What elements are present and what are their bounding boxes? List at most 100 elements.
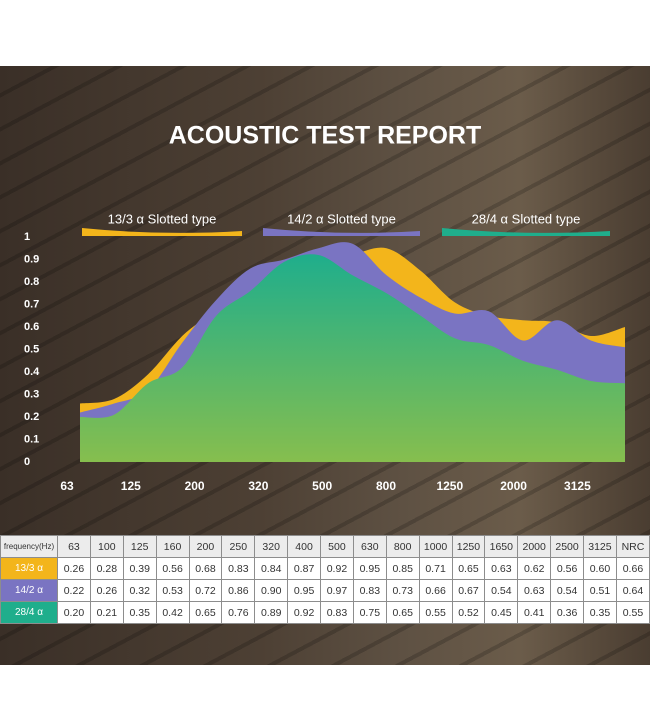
table-cell: 125: [122, 535, 157, 558]
table-cell: 0.22: [57, 579, 91, 602]
table-cell: 0.26: [57, 557, 91, 580]
table-cell: 0.66: [615, 557, 650, 580]
x-tick-label: 200: [185, 479, 205, 493]
table-cell: 1650: [484, 535, 519, 558]
table-cell: 0.89: [254, 601, 289, 624]
table-cell: 0.36: [550, 601, 584, 624]
x-tick-label: 63: [60, 479, 74, 493]
legend-label: 14/2 α Slotted type: [287, 211, 396, 226]
chart-title: ACOUSTIC TEST REPORT: [169, 122, 482, 150]
table-cell: 0.54: [484, 579, 519, 602]
table-cell: 63: [57, 535, 91, 558]
table-cell: 0.92: [320, 557, 354, 580]
y-tick-label: 0.7: [24, 298, 39, 310]
y-tick-label: 0.2: [24, 411, 39, 423]
legend-label: 28/4 α Slotted type: [472, 211, 581, 226]
table-cell: 500: [320, 535, 354, 558]
table-row: 28/4 α 0.20 0.21 0.35 0.42 0.65 0.76 0.89 0.92 0.…: [0, 601, 650, 624]
table-cell: 0.92: [287, 601, 321, 624]
table-cell: 0.35: [583, 601, 617, 624]
table-cell: 0.63: [517, 579, 552, 602]
table-cell: 160: [155, 535, 190, 558]
table-cell: 630: [352, 535, 387, 558]
table-cell: 28/4 α: [0, 601, 58, 624]
table-cell: 0.20: [57, 601, 91, 624]
table-cell: 0.41: [517, 601, 552, 624]
table-cell: 0.28: [89, 557, 124, 580]
table-cell: frequency(Hz): [0, 535, 58, 558]
table-cell: 0.60: [583, 557, 617, 580]
legend-swatch: [82, 228, 242, 236]
table-cell: 0.65: [385, 601, 420, 624]
table-cell: 0.52: [451, 601, 486, 624]
table-cell: 0.65: [188, 601, 223, 624]
x-tick-label: 3125: [564, 479, 591, 493]
table-cell: 0.86: [221, 579, 256, 602]
table-cell: 0.66: [418, 579, 453, 602]
table-cell: 0.73: [385, 579, 420, 602]
table-cell: 0.45: [484, 601, 519, 624]
table-row: 13/3 α 0.26 0.28 0.39 0.56 0.68 0.83 0.84 0.87 0.…: [0, 557, 650, 580]
table-cell: 0.83: [221, 557, 256, 580]
x-tick-label: 125: [121, 479, 141, 493]
x-tick-label: 1250: [436, 479, 463, 493]
table-cell: 0.83: [352, 579, 387, 602]
table-cell: 0.67: [451, 579, 486, 602]
y-tick-label: 0.6: [24, 321, 39, 333]
table-cell: 0.64: [615, 579, 650, 602]
table-cell: 0.72: [188, 579, 223, 602]
table-cell: 0.56: [155, 557, 190, 580]
table-cell: 0.51: [583, 579, 617, 602]
table-cell: 250: [221, 535, 256, 558]
table-cell: 0.95: [287, 579, 321, 602]
table-cell: 0.54: [550, 579, 584, 602]
table-row: 14/2 α 0.22 0.26 0.32 0.53 0.72 0.86 0.90 0.95 0.…: [0, 579, 650, 602]
data-table: frequency(Hz) 63 100 125 160 200 250 320 400 500 6…: [0, 535, 650, 624]
table-cell: 0.39: [122, 557, 157, 580]
table-cell: 1000: [418, 535, 453, 558]
table-cell: 2500: [550, 535, 584, 558]
y-tick-label: 0.3: [24, 388, 39, 400]
table-cell: 1250: [451, 535, 486, 558]
x-tick-label: 800: [376, 479, 396, 493]
table-cell: 800: [385, 535, 420, 558]
legend-swatch: [442, 228, 610, 236]
table-cell: 13/3 α: [0, 557, 58, 580]
y-tick-label: 0.4: [24, 366, 40, 378]
table-cell: 0.53: [155, 579, 190, 602]
legend-label: 13/3 α Slotted type: [108, 211, 217, 226]
table-cell: 0.97: [320, 579, 354, 602]
table-cell: 0.71: [418, 557, 453, 580]
table-cell: 100: [89, 535, 124, 558]
table-cell: 0.62: [517, 557, 552, 580]
y-tick-label: 0.9: [24, 253, 39, 265]
table-cell: 0.32: [122, 579, 157, 602]
table-cell: 0.65: [451, 557, 486, 580]
table-cell: 0.83: [320, 601, 354, 624]
table-cell: 0.56: [550, 557, 584, 580]
table-cell: 0.42: [155, 601, 190, 624]
y-tick-label: 1: [24, 231, 30, 243]
table-cell: 0.87: [287, 557, 321, 580]
table-cell: 0.76: [221, 601, 256, 624]
y-tick-label: 0.5: [24, 343, 39, 355]
table-cell: 0.55: [418, 601, 453, 624]
table-cell: 0.55: [615, 601, 650, 624]
table-cell: 0.63: [484, 557, 519, 580]
y-tick-label: 0: [24, 456, 30, 468]
x-tick-label: 320: [248, 479, 268, 493]
table-cell: 400: [287, 535, 321, 558]
x-tick-label: 500: [312, 479, 332, 493]
table-cell: 0.84: [254, 557, 289, 580]
y-tick-label: 0.8: [24, 276, 39, 288]
legend-swatch: [263, 228, 420, 236]
table-cell: 0.90: [254, 579, 289, 602]
table-cell: 200: [188, 535, 223, 558]
table-cell: 0.75: [352, 601, 387, 624]
table-row: frequency(Hz) 63 100 125 160 200 250 320 400 500 6…: [0, 535, 650, 558]
table-cell: 0.35: [122, 601, 157, 624]
area: [80, 254, 625, 462]
table-cell: 2000: [517, 535, 552, 558]
